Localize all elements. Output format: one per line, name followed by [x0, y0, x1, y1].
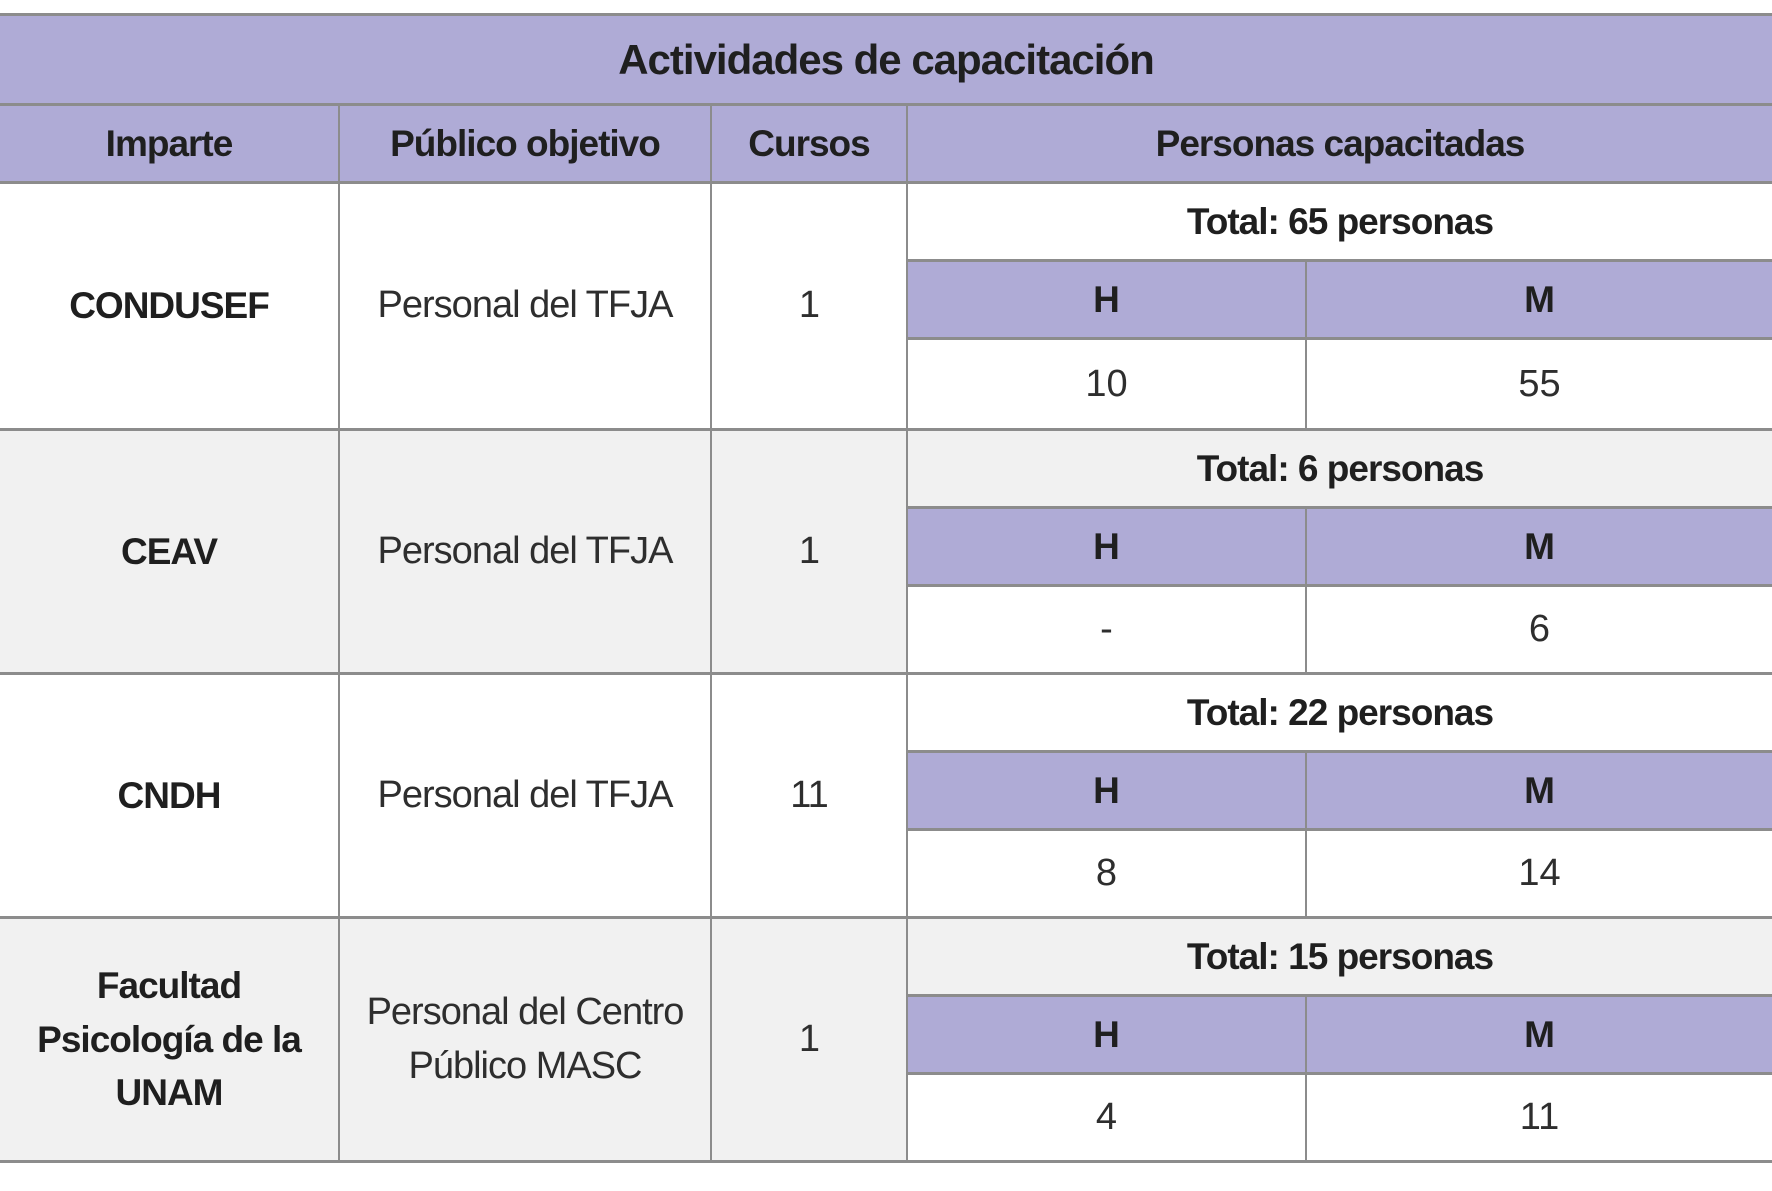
m-header-cell: M — [1524, 769, 1555, 811]
column-header-imparte: Imparte — [105, 122, 234, 164]
m-value-cell: 6 — [1528, 608, 1551, 650]
total-personas-cell: Total: 65 personas — [908, 184, 1772, 262]
h-header-cell: H — [908, 262, 1307, 337]
m-value-cell: 14 — [1518, 852, 1561, 894]
m-header-cell: M — [1524, 278, 1555, 320]
imparte-text: Facultad Psicología de la UNAM — [37, 965, 302, 1114]
h-value-cell: - — [908, 587, 1307, 672]
personas-capacitadas-group: Total: 65 personas H M 10 55 — [906, 184, 1772, 428]
hm-header-row: H M — [908, 997, 1772, 1075]
table-row-cndh: CNDH Personal del TFJA 11 Total: 22 pers… — [0, 672, 1772, 916]
column-header-publico-objetivo: Público objetivo — [338, 106, 710, 181]
m-value-cell: 55 — [1518, 362, 1561, 405]
cell-publico-objetivo: Personal del TFJA — [338, 184, 710, 428]
hm-values-row: 8 14 — [908, 831, 1772, 916]
hm-header-row: H M — [908, 753, 1772, 831]
table-row-condusef: CONDUSEF Personal del TFJA 1 Total: 65 p… — [0, 184, 1772, 428]
cell-cursos: 1 — [710, 431, 906, 672]
h-header-cell: H — [908, 509, 1307, 584]
personas-capacitadas-group: Total: 22 personas H M 8 14 — [906, 675, 1772, 916]
h-value-cell: 10 — [908, 340, 1307, 428]
publico-text: Personal del TFJA — [377, 529, 674, 572]
publico-text: Personal del TFJA — [377, 284, 674, 327]
total-personas-cell: Total: 15 personas — [908, 919, 1772, 997]
m-value-cell: 11 — [1519, 1096, 1560, 1138]
table-row-ceav: CEAV Personal del TFJA 1 Total: 6 person… — [0, 428, 1772, 672]
capacitacion-table: Actividades de capacitación Imparte Públ… — [0, 13, 1772, 1163]
total-personas-cell: Total: 6 personas — [908, 431, 1772, 509]
cell-imparte: CONDUSEF — [0, 184, 338, 428]
m-header-cell: M — [1524, 525, 1555, 567]
h-header-cell: H — [908, 753, 1307, 828]
imparte-text: CEAV — [120, 530, 218, 572]
h-value-cell: 8 — [908, 831, 1307, 916]
cell-imparte: Facultad Psicología de la UNAM — [0, 919, 338, 1160]
personas-capacitadas-group: Total: 6 personas H M - 6 — [906, 431, 1772, 672]
imparte-text: CNDH — [117, 774, 222, 816]
hm-header-row: H M — [908, 262, 1772, 340]
cell-cursos: 1 — [710, 919, 906, 1160]
cell-imparte: CNDH — [0, 675, 338, 916]
cell-imparte: CEAV — [0, 431, 338, 672]
column-header-personas-capacitadas: Personas capacitadas — [906, 106, 1772, 181]
column-header-row: Imparte Público objetivo Cursos Personas… — [0, 106, 1772, 184]
cell-publico-objetivo: Personal del Centro Público MASC — [338, 919, 710, 1160]
personas-capacitadas-group: Total: 15 personas H M 4 11 — [906, 919, 1772, 1160]
cell-cursos: 1 — [710, 184, 906, 428]
cell-cursos: 11 — [710, 675, 906, 916]
publico-text: Personal del TFJA — [377, 773, 674, 816]
column-header-cursos: Cursos — [710, 106, 906, 181]
table-row-facultad-psicologia-unam: Facultad Psicología de la UNAM Personal … — [0, 916, 1772, 1160]
cell-publico-objetivo: Personal del TFJA — [338, 431, 710, 672]
m-header-cell: M — [1524, 1013, 1555, 1055]
h-value-cell: 4 — [908, 1075, 1307, 1160]
total-personas-cell: Total: 22 personas — [908, 675, 1772, 753]
imparte-text: CONDUSEF — [69, 285, 270, 327]
hm-values-row: - 6 — [908, 587, 1772, 672]
h-header-cell: H — [908, 997, 1307, 1072]
hm-values-row: 4 11 — [908, 1075, 1772, 1160]
hm-values-row: 10 55 — [908, 340, 1772, 428]
table-title: Actividades de capacitación — [0, 16, 1772, 106]
hm-header-row: H M — [908, 509, 1772, 587]
publico-text: Personal del Centro Público MASC — [366, 991, 685, 1087]
cell-publico-objetivo: Personal del TFJA — [338, 675, 710, 916]
